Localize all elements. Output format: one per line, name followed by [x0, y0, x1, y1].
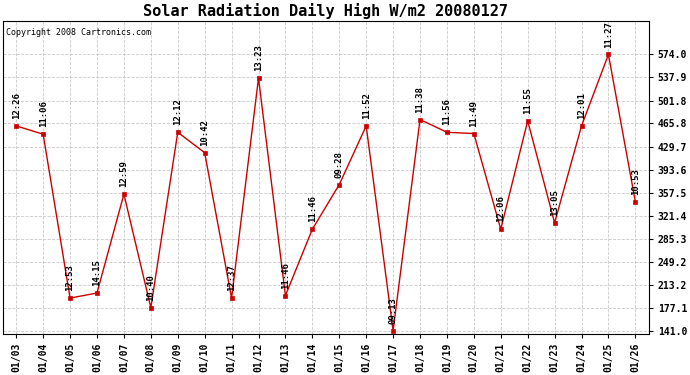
- Text: 13:05: 13:05: [550, 189, 559, 216]
- Text: 11:56: 11:56: [442, 99, 451, 125]
- Text: 11:38: 11:38: [415, 86, 424, 112]
- Text: 09:13: 09:13: [388, 297, 397, 324]
- Text: 12:26: 12:26: [12, 92, 21, 119]
- Text: 13:23: 13:23: [254, 44, 263, 71]
- Text: 11:52: 11:52: [362, 92, 371, 119]
- Text: 14:15: 14:15: [92, 259, 101, 286]
- Text: 10:42: 10:42: [200, 119, 209, 146]
- Text: 11:49: 11:49: [469, 100, 478, 127]
- Text: 12:06: 12:06: [496, 195, 505, 222]
- Text: 11:55: 11:55: [523, 87, 532, 114]
- Text: 11:46: 11:46: [308, 195, 317, 222]
- Text: Copyright 2008 Cartronics.com: Copyright 2008 Cartronics.com: [6, 28, 151, 37]
- Text: 12:53: 12:53: [66, 264, 75, 291]
- Text: 09:28: 09:28: [335, 151, 344, 178]
- Text: 11:46: 11:46: [281, 262, 290, 289]
- Text: 12:59: 12:59: [119, 160, 128, 187]
- Title: Solar Radiation Daily High W/m2 20080127: Solar Radiation Daily High W/m2 20080127: [144, 3, 509, 19]
- Text: 10:53: 10:53: [631, 168, 640, 195]
- Text: 12:12: 12:12: [173, 99, 182, 125]
- Text: 12:37: 12:37: [227, 264, 236, 291]
- Text: 12:01: 12:01: [577, 92, 586, 119]
- Text: 10:40: 10:40: [146, 274, 155, 301]
- Text: 11:06: 11:06: [39, 100, 48, 127]
- Text: 11:27: 11:27: [604, 21, 613, 48]
